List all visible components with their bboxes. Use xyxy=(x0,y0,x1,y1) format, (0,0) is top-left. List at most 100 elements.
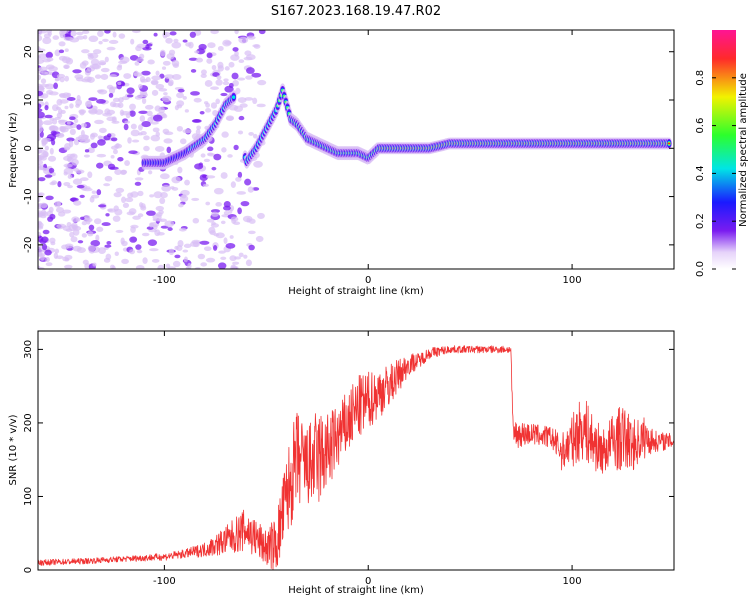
spectrogram-noise-blob xyxy=(126,87,135,94)
spectrogram-noise-blob xyxy=(94,109,104,115)
spectrogram-noise-blob xyxy=(79,177,89,182)
spectrogram-noise-blob xyxy=(210,102,218,109)
spectrogram-noise-blob xyxy=(237,207,242,215)
spectrogram-noise-blob xyxy=(230,181,236,188)
spectrogram-noise-blob xyxy=(232,79,239,87)
spectrogram-noise-blob xyxy=(153,191,163,199)
spectrogram-noise-blob xyxy=(182,249,189,253)
spectrogram-noise-blob xyxy=(203,158,211,163)
spectrogram-noise-blob xyxy=(163,138,173,144)
spectrogram-noise-blob xyxy=(77,240,84,244)
spectrogram-noise-blob xyxy=(116,65,123,71)
spectrogram-noise-blob xyxy=(139,53,145,60)
spectrogram-noise-blob xyxy=(192,217,200,224)
spectrogram-noise-blob xyxy=(238,59,245,64)
spectrogram-noise-blob xyxy=(80,216,85,221)
spectrogram-noise-blob xyxy=(205,257,216,263)
spectrogram-noise-blob xyxy=(155,212,163,217)
spectrogram-noise-blob xyxy=(44,104,49,111)
spectrogram-noise-blob xyxy=(142,257,148,265)
spectrogram-noise-blob xyxy=(143,135,150,141)
spectrogram-noise-blob xyxy=(108,39,119,45)
spectrogram-noise-blob xyxy=(191,197,200,201)
spectrogram-noise-blob xyxy=(55,106,61,110)
spectrogram-noise-blob xyxy=(38,55,41,59)
spectrogram-noise-blob xyxy=(146,110,153,117)
spectrogram-noise-blob xyxy=(124,160,130,166)
spectrogram-noise-blob xyxy=(207,152,214,156)
spectrogram-noise-blob xyxy=(49,125,56,131)
spectrogram-noise-blob xyxy=(223,201,231,208)
spectrogram-noise-blob xyxy=(230,216,239,222)
spectrogram-noise-blob xyxy=(165,37,173,44)
spectrogram-noise-blob xyxy=(129,110,136,117)
spectrogram-noise-blob xyxy=(174,104,179,111)
spectrogram-noise-blob xyxy=(257,212,265,219)
spectrogram-noise-blob xyxy=(56,112,63,119)
y-tick-label: 20 xyxy=(23,45,34,58)
spectrogram-noise-blob xyxy=(127,192,134,199)
spectrogram-noise-blob xyxy=(245,75,253,80)
spectrogram-noise-blob xyxy=(70,236,78,243)
spectrogram-noise-blob xyxy=(71,216,80,223)
spectrogram-noise-blob xyxy=(155,83,165,90)
spectrogram-noise-blob xyxy=(159,197,166,205)
spectrogram-noise-blob xyxy=(87,231,94,237)
spectrogram-noise-blob xyxy=(205,201,211,206)
spectrogram-noise-blob xyxy=(52,35,60,40)
spectrogram-noise-blob xyxy=(64,75,70,82)
spectrogram-noise-blob xyxy=(196,125,202,130)
spectrogram-noise-blob xyxy=(213,187,224,195)
spectrogram-noise-blob xyxy=(82,259,89,265)
spectrogram-noise-blob xyxy=(81,60,89,66)
spectrogram-noise-blob xyxy=(224,66,230,71)
spectrogram-noise-blob xyxy=(38,108,43,112)
spectrogram-noise-blob xyxy=(66,156,72,162)
spectrogram-noise-blob xyxy=(38,156,43,162)
spectrogram-noise-blob xyxy=(172,260,181,268)
spectrogram-noise-blob xyxy=(145,76,151,83)
spectrogram-noise-blob xyxy=(98,204,107,208)
spectrogram-noise-blob xyxy=(141,121,151,128)
spectrogram-noise-blob xyxy=(142,39,149,45)
spectrogram-noise-blob xyxy=(147,59,155,65)
spectrogram-noise-blob xyxy=(92,262,97,267)
spectrogram-noise-blob xyxy=(183,256,188,263)
x-tick-label: 0 xyxy=(365,576,371,587)
spectrogram-noise-blob xyxy=(117,157,124,162)
spectrogram-noise-blob xyxy=(204,80,213,87)
spectrogram-noise-blob xyxy=(100,67,110,73)
spectrogram-noise-blob xyxy=(174,254,181,259)
spectrogram-noise-blob xyxy=(194,163,204,170)
spectrogram-noise-blob xyxy=(69,116,76,121)
spectrogram-noise-blob xyxy=(182,96,187,100)
spectrogram-noise-blob xyxy=(42,37,52,45)
colorbar: 0.0 0.2 0.4 0.6 0.8 Normalized spectral ampl… xyxy=(695,30,749,277)
spectrogram-noise-blob xyxy=(200,153,206,158)
spectrogram-ridge-red xyxy=(667,142,671,145)
spectrogram-noise-blob xyxy=(237,77,246,81)
spectrogram-noise-blob xyxy=(43,137,51,142)
spectrogram-noise-blob xyxy=(98,40,103,45)
spectrogram-noise-blob xyxy=(133,70,139,77)
x-tick-label: -100 xyxy=(153,576,176,587)
spectrogram-noise-blob xyxy=(170,186,175,190)
spectrogram-image xyxy=(38,30,673,269)
spectrogram-noise-blob xyxy=(244,178,252,186)
y-tick-label: 0 xyxy=(23,567,34,573)
spectrogram-noise-blob xyxy=(130,123,137,130)
spectrogram-noise-blob xyxy=(100,73,109,80)
spectrogram-noise-blob xyxy=(97,139,106,146)
spectrogram-noise-blob xyxy=(192,119,201,123)
spectrogram-noise-blob xyxy=(207,146,214,152)
y-tick-label: -20 xyxy=(23,237,34,253)
spectrogram-noise-blob xyxy=(178,203,184,208)
spectrogram-noise-blob xyxy=(63,65,69,69)
spectrogram-noise-blob xyxy=(127,137,132,144)
spectrogram-noise-blob xyxy=(111,265,116,269)
spectrogram-noise-blob xyxy=(190,91,200,96)
spectrogram-noise-blob xyxy=(69,103,74,109)
spectrogram-noise-blob xyxy=(211,65,217,71)
spectrogram-noise-blob xyxy=(38,125,43,133)
spectrogram-noise-blob xyxy=(58,49,65,54)
